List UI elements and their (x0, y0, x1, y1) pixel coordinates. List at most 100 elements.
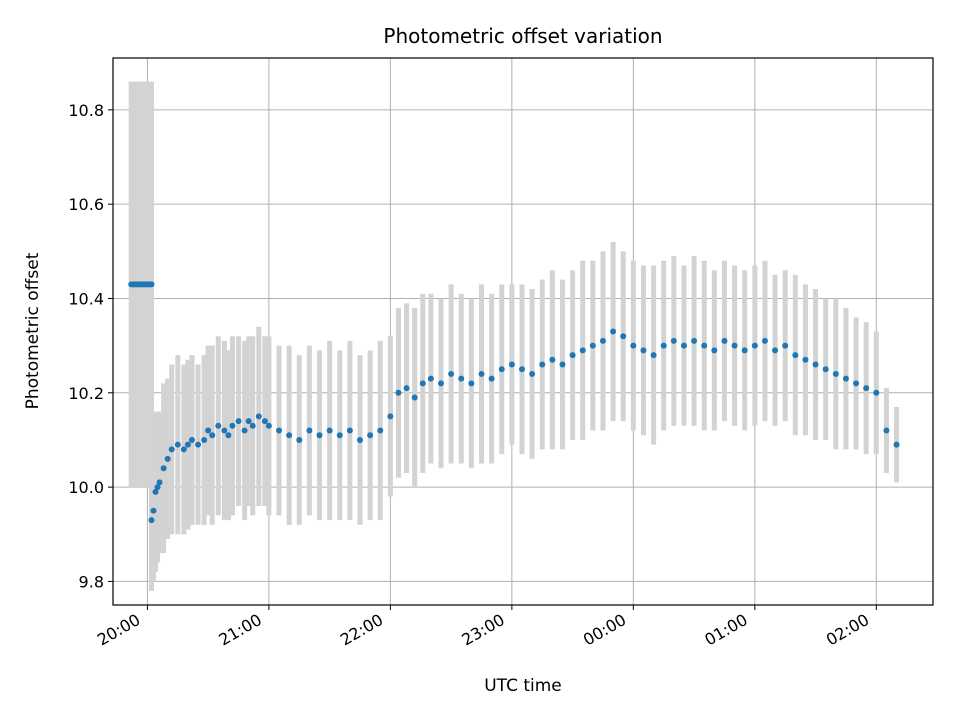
data-point (539, 361, 546, 368)
data-point (863, 385, 870, 392)
data-point (215, 422, 222, 429)
data-point (883, 427, 890, 434)
data-point (387, 413, 394, 420)
data-point (518, 366, 525, 373)
chart-title: Photometric offset variation (383, 24, 662, 48)
data-point (367, 432, 374, 439)
data-point (468, 380, 475, 387)
data-point (152, 488, 159, 495)
data-point (403, 385, 410, 392)
data-point (741, 347, 748, 354)
data-point (761, 337, 768, 344)
y-tick-label: 9.8 (79, 572, 104, 591)
data-point (221, 427, 228, 434)
data-point (241, 427, 248, 434)
data-point (751, 342, 758, 349)
data-point (395, 389, 402, 396)
data-point (174, 441, 181, 448)
data-point (721, 337, 728, 344)
y-tick-label: 10.6 (68, 195, 104, 214)
data-point (276, 427, 283, 434)
data-point (286, 432, 293, 439)
data-point (154, 484, 161, 491)
data-point (265, 422, 272, 429)
data-point (201, 436, 208, 443)
data-point (610, 328, 617, 335)
data-point (822, 366, 829, 373)
data-point (168, 446, 175, 453)
data-point (498, 366, 505, 373)
data-point (630, 342, 637, 349)
data-point (306, 427, 313, 434)
plot-frame (112, 57, 934, 606)
data-point (261, 418, 268, 425)
data-point (569, 352, 576, 359)
data-point (873, 389, 880, 396)
data-point (296, 436, 303, 443)
data-point (853, 380, 860, 387)
data-point (701, 342, 708, 349)
data-point (802, 356, 809, 363)
data-point (427, 375, 434, 382)
point-layer (128, 281, 900, 524)
data-point (680, 342, 687, 349)
data-point (148, 281, 155, 288)
data-point (156, 479, 163, 486)
data-point (245, 418, 252, 425)
data-point (782, 342, 789, 349)
data-point (150, 507, 157, 514)
data-point (711, 347, 718, 354)
data-point (148, 517, 155, 524)
y-tick-label: 10.8 (68, 101, 104, 120)
data-point (893, 441, 900, 448)
data-point (357, 436, 364, 443)
y-tick-label: 10.4 (68, 289, 104, 308)
y-tick-label: 10.2 (68, 384, 104, 403)
data-point (832, 370, 839, 377)
data-point (508, 361, 515, 368)
data-point (225, 432, 232, 439)
data-point (419, 380, 426, 387)
data-point (670, 337, 677, 344)
data-point (620, 333, 627, 340)
data-point (660, 342, 667, 349)
data-point (184, 441, 191, 448)
data-point (488, 375, 495, 382)
data-point (195, 441, 202, 448)
data-point (691, 337, 698, 344)
data-point (229, 422, 236, 429)
data-point (599, 337, 606, 344)
data-point (249, 422, 256, 429)
data-point (589, 342, 596, 349)
data-point (377, 427, 384, 434)
data-point (188, 436, 195, 443)
data-point (438, 380, 444, 387)
data-point (731, 342, 738, 349)
data-point (579, 347, 586, 354)
data-point (812, 361, 819, 368)
y-axis-label: Photometric offset (23, 252, 43, 409)
data-point (160, 465, 167, 472)
data-point (205, 427, 212, 434)
data-point (772, 347, 779, 354)
data-point (180, 446, 187, 453)
data-point (336, 432, 343, 439)
data-point (235, 418, 242, 425)
data-point (326, 427, 333, 434)
x-axis-label: UTC time (484, 676, 562, 696)
data-point (549, 356, 556, 363)
data-point (478, 370, 485, 377)
data-point (316, 432, 323, 439)
data-point (255, 413, 262, 420)
data-point (640, 347, 647, 354)
data-point (346, 427, 353, 434)
data-point (842, 375, 849, 382)
data-point (164, 455, 171, 462)
data-point (458, 375, 465, 382)
data-point (448, 370, 455, 377)
data-point (529, 370, 536, 377)
y-tick-label: 10.0 (68, 478, 104, 497)
data-point (650, 352, 657, 359)
data-point (559, 361, 566, 368)
